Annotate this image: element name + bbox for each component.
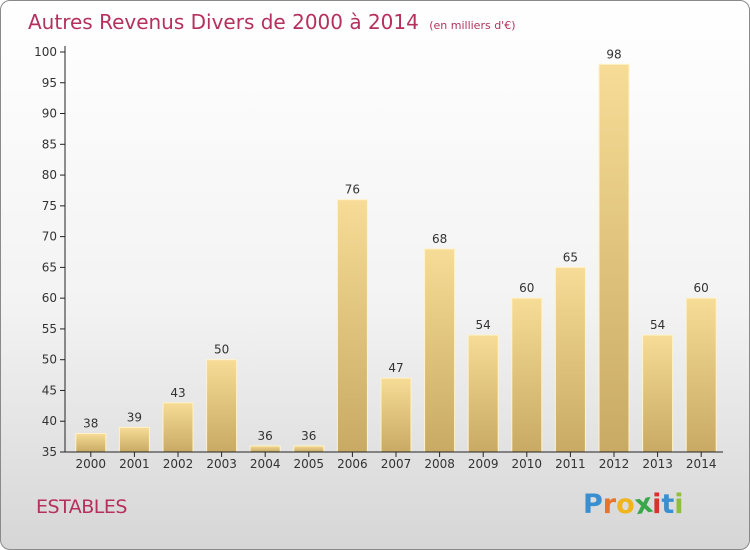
x-tick-label: 2000 xyxy=(76,457,107,471)
bars-layer xyxy=(75,63,717,453)
value-label: 76 xyxy=(345,183,360,197)
axis-layer: 35 40 45 50 55 60 65 70 75 80 85 90 95 100 2000 2001 200… xyxy=(34,45,723,471)
logo-letter: i xyxy=(674,489,684,520)
bar-2002 xyxy=(162,402,194,453)
value-label: 38 xyxy=(83,417,98,431)
value-label: 60 xyxy=(519,281,534,295)
value-label: 36 xyxy=(301,429,316,443)
logo-letter: o xyxy=(616,489,635,520)
bar-2004 xyxy=(249,445,281,453)
x-tick-label: 2012 xyxy=(599,457,630,471)
x-tick-label: 2001 xyxy=(119,457,150,471)
y-tick-label: 55 xyxy=(42,322,57,336)
bar-2012 xyxy=(598,63,630,453)
logo-letter: P xyxy=(583,489,603,520)
y-tick-label: 80 xyxy=(42,168,57,182)
logo-letter: i xyxy=(652,489,662,520)
x-tick-label: 2011 xyxy=(555,457,586,471)
x-tick-label: 2002 xyxy=(163,457,194,471)
y-tick-label: 85 xyxy=(42,137,57,151)
x-tick-label: 2013 xyxy=(642,457,673,471)
bar-2007 xyxy=(380,377,412,453)
bar-2010 xyxy=(511,297,543,453)
x-tick-label: 2014 xyxy=(686,457,717,471)
y-tick-label: 60 xyxy=(42,291,57,305)
y-tick-label: 40 xyxy=(42,414,57,428)
subtitle-text: (en milliers d'€) xyxy=(429,19,516,32)
x-tick-label: 2008 xyxy=(424,457,455,471)
bar-2013 xyxy=(642,334,674,453)
value-label: 65 xyxy=(563,250,578,264)
value-label: 54 xyxy=(650,318,665,332)
bar-2008 xyxy=(424,248,456,453)
y-tick-label: 50 xyxy=(42,353,57,367)
value-label: 54 xyxy=(476,318,491,332)
value-label: 47 xyxy=(388,361,403,375)
y-tick-label: 75 xyxy=(42,199,57,213)
labels-layer: 38 39 43 50 36 36 76 47 68 54 60 65 98 54 60 xyxy=(83,47,709,443)
y-tick-label: 70 xyxy=(42,230,57,244)
y-tick-label: 95 xyxy=(42,76,57,90)
y-tick-label: 100 xyxy=(34,45,57,59)
value-label: 43 xyxy=(170,386,185,400)
value-label: 98 xyxy=(606,47,621,61)
x-tick-label: 2003 xyxy=(206,457,237,471)
x-tick-label: 2005 xyxy=(294,457,325,471)
chart-title: Autres Revenus Divers de 2000 à 2014 (en… xyxy=(28,10,516,34)
value-label: 36 xyxy=(258,429,273,443)
x-tick-label: 2004 xyxy=(250,457,281,471)
commune-name: ESTABLES xyxy=(36,496,127,518)
value-label: 50 xyxy=(214,343,229,357)
y-tick-label: 65 xyxy=(42,260,57,274)
bar-2011 xyxy=(554,266,586,453)
bar-2000 xyxy=(75,433,107,453)
bar-2005 xyxy=(293,445,325,453)
x-tick-label: 2007 xyxy=(381,457,412,471)
bar-2014 xyxy=(685,297,717,453)
bar-2003 xyxy=(206,359,238,453)
y-tick-label: 90 xyxy=(42,107,57,121)
logo-letter: t xyxy=(661,489,675,520)
bar-2009 xyxy=(467,334,499,453)
logo-letter: r xyxy=(602,489,617,520)
y-tick-label: 35 xyxy=(42,445,57,459)
x-tick-label: 2010 xyxy=(512,457,543,471)
x-tick-label: 2009 xyxy=(468,457,499,471)
value-label: 68 xyxy=(432,232,447,246)
title-text: Autres Revenus Divers de 2000 à 2014 xyxy=(28,10,419,34)
y-tick-label: 45 xyxy=(42,383,57,397)
value-label: 60 xyxy=(694,281,709,295)
proxiti-logo[interactable]: Proxiti xyxy=(583,488,684,522)
value-label: 39 xyxy=(127,410,142,424)
x-tick-label: 2006 xyxy=(337,457,368,471)
bar-2001 xyxy=(118,426,150,453)
bar-2006 xyxy=(336,199,368,453)
